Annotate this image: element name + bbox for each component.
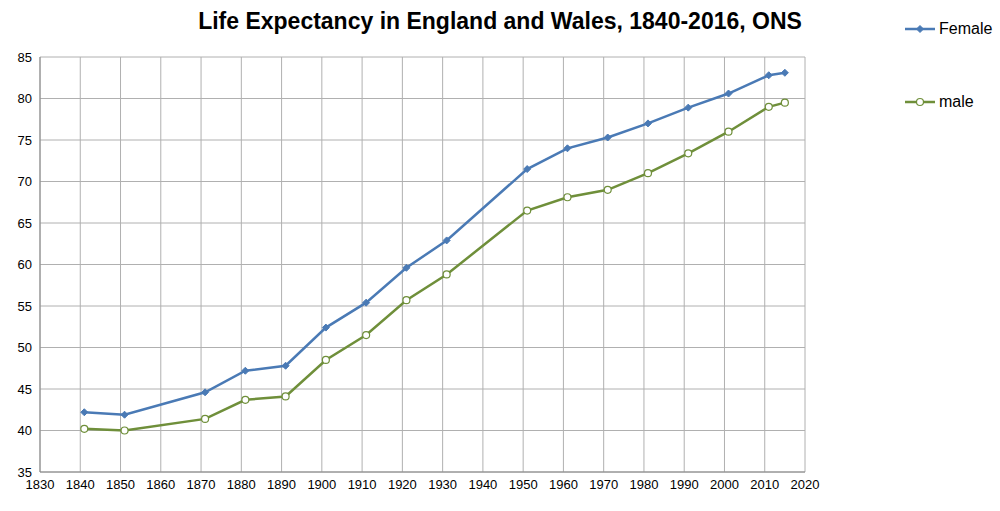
svg-text:70: 70	[18, 174, 32, 189]
svg-text:1910: 1910	[348, 477, 377, 492]
svg-text:1980: 1980	[629, 477, 658, 492]
svg-text:2000: 2000	[710, 477, 739, 492]
svg-text:80: 80	[18, 91, 32, 106]
svg-text:1930: 1930	[428, 477, 457, 492]
svg-text:75: 75	[18, 133, 32, 148]
svg-text:1990: 1990	[670, 477, 699, 492]
svg-text:1860: 1860	[146, 477, 175, 492]
svg-text:1870: 1870	[187, 477, 216, 492]
svg-text:2010: 2010	[750, 477, 779, 492]
svg-text:1960: 1960	[549, 477, 578, 492]
svg-text:65: 65	[18, 216, 32, 231]
svg-text:1920: 1920	[388, 477, 417, 492]
svg-text:60: 60	[18, 257, 32, 272]
svg-text:1970: 1970	[589, 477, 618, 492]
html-text:Life Expectancy in England and: Life Expectancy in England and Wales, 18…	[198, 8, 802, 34]
html-text:male: male	[939, 93, 974, 110]
svg-text:1880: 1880	[227, 477, 256, 492]
svg-text:45: 45	[18, 382, 32, 397]
svg-text:35: 35	[18, 465, 32, 480]
svg-text:1940: 1940	[468, 477, 497, 492]
html-text:Female: Female	[939, 20, 993, 37]
svg-text:1850: 1850	[106, 477, 135, 492]
svg-text:1890: 1890	[267, 477, 296, 492]
svg-text:50: 50	[18, 340, 32, 355]
svg-text:40: 40	[18, 423, 32, 438]
svg-text:1950: 1950	[509, 477, 538, 492]
svg-text:85: 85	[18, 50, 32, 65]
svg-text:1900: 1900	[307, 477, 336, 492]
svg-text:2020: 2020	[791, 477, 820, 492]
svg-text:1840: 1840	[66, 477, 95, 492]
svg-text:1830: 1830	[25, 477, 55, 493]
svg-text:55: 55	[18, 299, 32, 314]
